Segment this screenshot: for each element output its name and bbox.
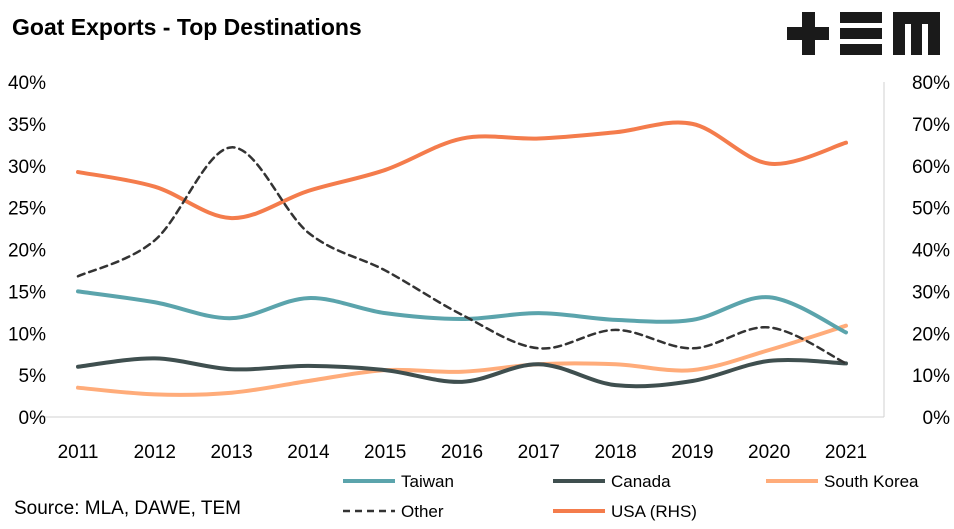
right-tick-label: 30%	[912, 282, 950, 303]
right-tick-label: 10%	[912, 366, 950, 387]
right-tick-label: 60%	[912, 157, 950, 178]
x-tick-label: 2019	[671, 442, 713, 463]
series-line-other	[76, 146, 848, 365]
legend-label: Canada	[611, 472, 671, 491]
legend-label: USA (RHS)	[611, 502, 697, 521]
legend-item: South Korea	[766, 472, 919, 491]
x-tick-label: 2017	[518, 442, 560, 463]
source-note: Source: MLA, DAWE, TEM	[14, 498, 241, 519]
legend-label: Other	[401, 502, 444, 521]
left-tick-label: 10%	[8, 324, 46, 345]
legend-item: Canada	[553, 472, 671, 491]
right-tick-label: 40%	[912, 241, 950, 262]
legend-item: Other	[343, 502, 444, 521]
logo-e-top	[840, 12, 882, 23]
left-tick-label: 25%	[8, 199, 46, 220]
chart-title: Goat Exports - Top Destinations	[12, 14, 362, 40]
x-tick-label: 2012	[134, 442, 176, 463]
x-tick-label: 2016	[441, 442, 483, 463]
x-tick-label: 2015	[364, 442, 406, 463]
logo-plus-v	[802, 12, 815, 55]
left-tick-label: 0%	[19, 408, 47, 429]
series-line-canada	[76, 356, 848, 389]
left-tick-label: 35%	[8, 115, 46, 136]
x-tick-label: 2021	[825, 442, 867, 463]
legend-item: USA (RHS)	[553, 502, 697, 521]
right-tick-label: 50%	[912, 199, 950, 220]
logo-e-mid	[840, 28, 882, 39]
left-tick-label: 15%	[8, 282, 46, 303]
left-tick-label: 40%	[8, 73, 46, 94]
legend-label: Taiwan	[401, 472, 454, 491]
legend-label: South Korea	[824, 472, 919, 491]
tem-logo	[787, 12, 940, 55]
x-tick-label: 2020	[748, 442, 790, 463]
series-line-taiwan	[76, 289, 848, 335]
right-tick-label: 0%	[923, 408, 951, 429]
left-tick-label: 5%	[19, 366, 47, 387]
left-tick-label: 20%	[8, 241, 46, 262]
logo-e-bot	[840, 44, 882, 55]
right-tick-label: 70%	[912, 115, 950, 136]
x-tick-label: 2013	[210, 442, 252, 463]
x-tick-label: 2011	[58, 442, 99, 463]
right-tick-label: 20%	[912, 324, 950, 345]
x-tick-label: 2014	[287, 442, 330, 463]
series-line-south-korea	[76, 323, 848, 397]
left-tick-label: 30%	[8, 157, 46, 178]
legend-item: Taiwan	[343, 472, 454, 491]
right-tick-label: 80%	[912, 73, 950, 94]
x-tick-label: 2018	[594, 442, 636, 463]
logo-m	[893, 12, 940, 55]
series-line-usa-rhs-	[76, 120, 848, 221]
